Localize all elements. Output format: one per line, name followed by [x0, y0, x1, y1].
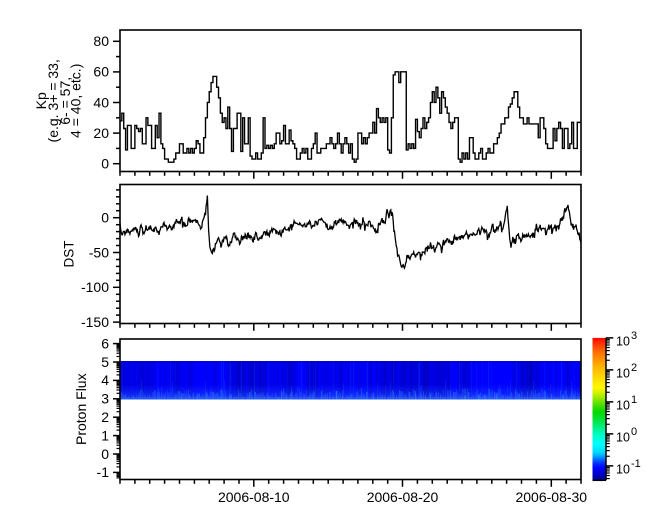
svg-text:0: 0: [101, 156, 109, 172]
svg-text:Proton Flux: Proton Flux: [73, 373, 89, 445]
svg-text:2006-08-30: 2006-08-30: [515, 489, 587, 505]
svg-text:10: 10: [616, 463, 630, 477]
svg-text:2: 2: [101, 409, 109, 425]
svg-text:-100: -100: [81, 279, 109, 295]
svg-text:2006-08-20: 2006-08-20: [367, 489, 439, 505]
svg-text:6- = 57,: 6- = 57,: [57, 77, 73, 125]
svg-text:3: 3: [631, 330, 637, 342]
svg-text:20: 20: [93, 125, 109, 141]
svg-text:10: 10: [616, 399, 630, 413]
svg-text:4 = 40, etc.): 4 = 40, etc.): [68, 64, 84, 138]
svg-text:1: 1: [631, 394, 637, 406]
svg-text:40: 40: [93, 94, 109, 110]
svg-text:-1: -1: [631, 458, 641, 470]
svg-text:(e.g. 3+ = 33,: (e.g. 3+ = 33,: [45, 59, 61, 142]
svg-text:-1: -1: [97, 464, 110, 480]
svg-text:80: 80: [93, 33, 109, 49]
svg-text:0: 0: [101, 446, 109, 462]
svg-text:10: 10: [616, 431, 630, 445]
svg-text:2: 2: [631, 362, 637, 374]
svg-text:0: 0: [631, 426, 637, 438]
svg-text:1: 1: [101, 427, 109, 443]
svg-text:10: 10: [616, 335, 630, 349]
svg-text:DST: DST: [62, 241, 77, 268]
svg-text:3: 3: [101, 391, 109, 407]
svg-text:5: 5: [101, 354, 109, 370]
svg-text:0: 0: [101, 210, 109, 226]
svg-text:-150: -150: [81, 314, 109, 330]
svg-text:10: 10: [616, 367, 630, 381]
svg-text:2006-08-10: 2006-08-10: [218, 489, 290, 505]
svg-text:60: 60: [93, 64, 109, 80]
svg-text:Kp: Kp: [33, 92, 49, 109]
svg-text:4: 4: [101, 372, 109, 388]
svg-text:-50: -50: [89, 244, 109, 260]
svg-text:6: 6: [101, 335, 109, 351]
